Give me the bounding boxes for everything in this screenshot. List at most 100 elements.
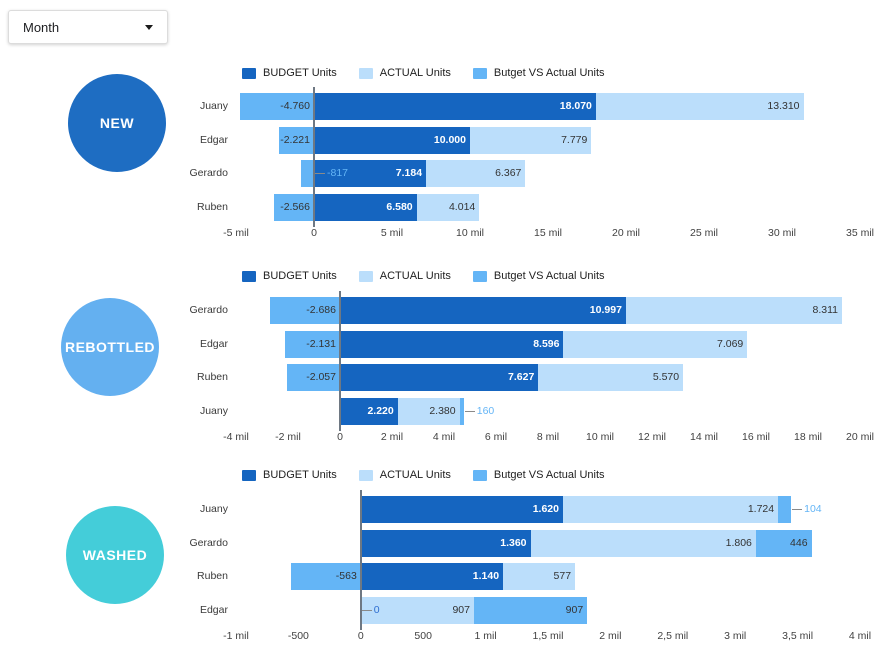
axis-tick-label: 2 mil [599,630,622,642]
bar-diff[interactable]: -2.686 [270,297,340,324]
axis-tick-label: 20 mil [845,431,874,443]
bar-label-diff: -563 [335,570,357,582]
axis-tick-label: 2,5 mil [657,630,689,642]
axis-tick-label: 3,5 mil [782,630,814,642]
legend-item-actual: ACTUAL Units [358,270,451,282]
bar-budget[interactable]: 1.140 [360,563,504,590]
bar-diff[interactable]: -2.221 [279,126,314,154]
month-dropdown[interactable]: Month [8,10,168,44]
bar-diff[interactable]: -563 [290,563,361,590]
bar-actual[interactable]: 5.570 [538,364,684,391]
bar-label-diff-outside: 104 [804,503,822,515]
axis-tick-label: -500 [287,630,309,642]
axis-tick-label: 10 mil [455,227,484,239]
row-label-ruben: Ruben [197,570,228,582]
bar-budget[interactable]: 7.184 [314,160,427,187]
bar-label-budget: 8.596 [533,337,560,350]
legend-item-vs: Butget VS Actual Units [472,67,605,79]
bar-actual[interactable]: 7.779 [470,126,592,154]
axis-tick-label: 6 mil [484,431,508,443]
bar-label-actual: 7.779 [561,133,588,146]
bar-label-actual: 8.311 [812,304,839,316]
axis-tick-label: 35 mil [845,227,874,239]
axis-tick-label: 3 mil [724,630,747,642]
legend-swatch-budget [242,67,256,79]
row-label-edgar: Edgar [199,603,228,616]
bar-label-budget: 2.220 [367,404,394,417]
bar-diff[interactable]: -2.057 [286,364,340,391]
bar-label-diff: 907 [565,603,584,616]
bar-budget[interactable]: 10.997 [340,297,626,324]
bar-actual[interactable]: 907 [360,596,474,624]
axis-tick-label: 500 [414,630,432,642]
label-connector [464,410,475,412]
bar-actual[interactable]: 2.380 [397,397,460,425]
bar-label-diff: -2.686 [306,304,336,316]
axis-tick-label: -1 mil [223,630,249,642]
legend-item-budget: BUDGET Units [242,270,337,282]
axis-tick-label: 18 mil [793,431,822,443]
row-label-gerardo: Gerardo [189,304,228,316]
bar-budget[interactable]: 1.620 [360,496,563,523]
bar-budget[interactable]: 7.627 [340,364,539,391]
row-label-edgar: Edgar [199,133,228,146]
zero-axis-line [359,490,362,630]
legend-item-budget: BUDGET Units [242,67,337,79]
bar-diff[interactable] [778,496,792,523]
bar-budget[interactable]: 2.220 [340,397,398,425]
bar-diff[interactable]: -2.566 [273,193,314,221]
bar-actual[interactable]: 1.806 [530,529,756,557]
bar-label-actual: 4.014 [448,200,476,213]
bar-budget[interactable]: 1.360 [360,529,531,557]
axis-tick-label: 16 mil [741,431,770,443]
bar-diff[interactable]: 446 [755,529,812,557]
legend-swatch-actual [358,270,373,282]
axis-tick-label: 4 mil [848,630,872,642]
axis-tick-label: 12 mil [637,431,666,443]
bar-label-actual: 5.570 [652,371,680,383]
axis-tick-label: 25 mil [689,227,718,239]
label-connector [792,509,803,510]
bar-actual[interactable]: 6.367 [426,160,526,187]
zero-axis-line [313,87,315,227]
bar-actual[interactable]: 577 [503,563,576,590]
legend-label-vs: Butget VS Actual Units [493,270,605,282]
bar-label-diff: -2.057 [306,371,336,383]
bar-label-diff: -2.131 [306,337,336,350]
bar-diff[interactable] [459,397,464,425]
row-label-ruben: Ruben [197,371,228,383]
bar-diff[interactable]: 907 [473,596,588,624]
legend-label-actual: ACTUAL Units [379,469,451,481]
bar-label-budget: 1.620 [532,503,559,515]
row-label-gerardo: Gerardo [189,536,228,549]
bar-budget[interactable]: 6.580 [314,193,417,221]
bar-diff[interactable]: -4.760 [239,93,314,120]
bar-label-diff-outside: 160 [476,404,495,417]
bar-diff[interactable]: -2.131 [284,330,340,358]
bar-actual[interactable]: 13.310 [595,93,804,120]
axis-tick-label: 1 mil [474,630,497,642]
legend-item-actual: ACTUAL Units [358,67,451,79]
bar-budget[interactable]: 18.070 [314,93,596,120]
bar-budget[interactable]: 8.596 [340,330,564,358]
bar-actual[interactable]: 1.724 [562,496,779,523]
bar-label-diff: -4.760 [280,100,310,112]
legend-swatch-vs [472,67,487,79]
bar-actual[interactable]: 8.311 [625,297,842,324]
bar-actual[interactable]: 7.069 [563,330,748,358]
bar-label-budget: 7.627 [508,371,535,383]
category-badge-new: NEW [68,74,166,172]
legend-item-actual: ACTUAL Units [358,469,451,481]
legend-item-vs: Butget VS Actual Units [472,469,605,481]
bar-diff[interactable] [301,160,314,187]
axis-tick-label: 5 mil [380,227,404,239]
bar-label-actual: 907 [452,603,470,616]
bar-label-budget: 10.000 [433,133,466,146]
axis-tick-label: 0 [311,227,317,239]
bar-label-budget: 18.070 [559,100,592,112]
bar-actual[interactable]: 4.014 [416,193,480,221]
bar-label-budget: 10.997 [589,304,622,316]
bar-label-actual: 6.367 [495,167,522,179]
bar-budget[interactable]: 10.000 [314,126,470,154]
